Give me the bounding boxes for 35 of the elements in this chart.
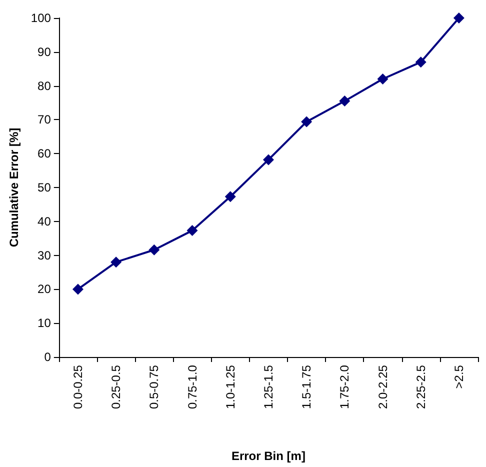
point <box>262 154 274 166</box>
point <box>415 56 426 68</box>
x-tick-label: 0.0-0.25 <box>70 364 85 410</box>
point <box>186 225 198 236</box>
y-tick-label: 0 <box>44 350 52 364</box>
point <box>453 12 464 24</box>
y-tick-label: 20 <box>38 282 52 296</box>
x-tick-label: 2.25-2.5 <box>414 364 428 410</box>
y-tick-label: 100 <box>30 11 52 25</box>
point <box>110 256 122 268</box>
point <box>377 74 388 85</box>
x-tick-label: 1.5-1.75 <box>300 364 314 410</box>
y-tick-label: 10 <box>38 316 52 330</box>
x-tick-label: 1.0-1.25 <box>223 364 238 410</box>
point <box>224 191 236 202</box>
x-axis-title: Error Bin [m] <box>231 449 306 463</box>
point <box>301 116 312 128</box>
point <box>148 244 160 256</box>
y-tick-label: 30 <box>38 248 52 262</box>
x-tick-label: >2.5 <box>452 364 466 389</box>
y-axis-title: Cumulative Error [%] <box>7 128 21 248</box>
x-tick-label: 1.25-1.5 <box>261 364 276 410</box>
y-tick-label: 80 <box>38 78 52 93</box>
y-tick-label: 70 <box>38 112 52 127</box>
x-tick-label: 0.75-1.0 <box>185 364 200 410</box>
y-tick-label: 90 <box>38 44 52 59</box>
x-tick-label: 0.5-0.75 <box>147 364 162 410</box>
point <box>72 284 84 295</box>
x-tick-label: 1.75-2.0 <box>338 364 352 410</box>
y-tick-label: 60 <box>38 146 52 161</box>
point <box>339 96 350 107</box>
x-tick-label: 0.25-0.5 <box>109 364 124 410</box>
y-tick-label: 40 <box>38 214 52 228</box>
y-tick-label: 50 <box>38 180 52 194</box>
x-tick-label: 2.0-2.25 <box>376 364 390 410</box>
